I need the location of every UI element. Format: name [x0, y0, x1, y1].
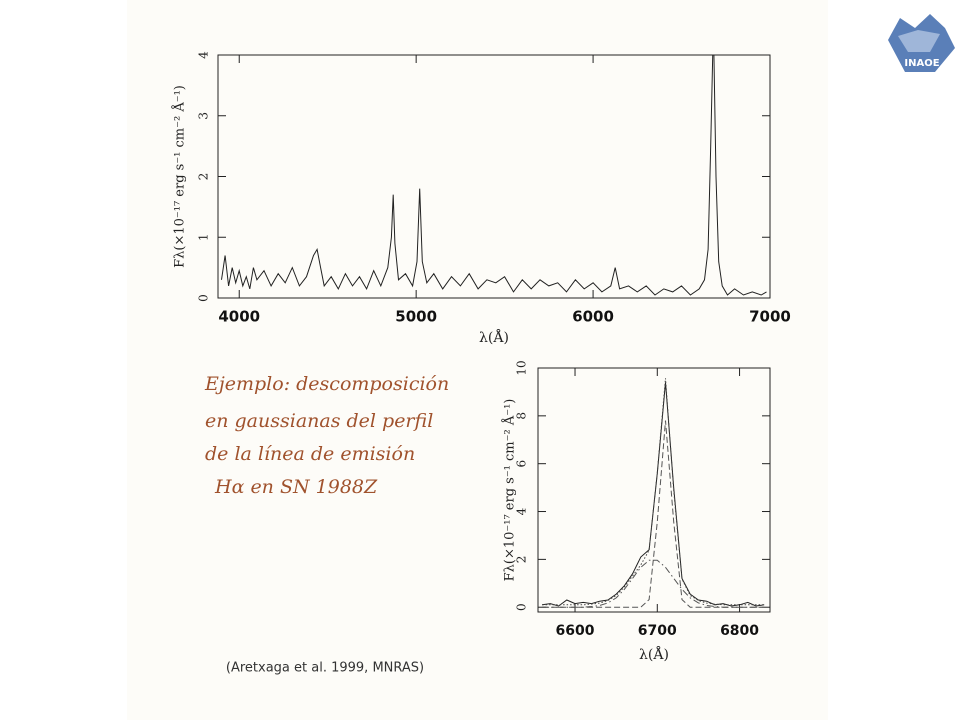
- y-tick-label: 1: [197, 233, 211, 241]
- chart: 6600 6700 6800 0 2 4 6 8 10 Fλ(×10⁻¹⁷ erg s⁻¹ cm⁻…: [502, 360, 771, 663]
- x-tick-label: 5000: [395, 308, 437, 326]
- y-tick-label: 4: [197, 51, 211, 59]
- note-line: en gaussianas del perfil: [205, 410, 433, 432]
- note-line: de la línea de emisión: [205, 443, 415, 465]
- x-tick-label: 6800: [720, 623, 759, 639]
- y-axis-label: Fλ(×10⁻¹⁷ erg s⁻¹ cm⁻² Å⁻¹): [502, 399, 518, 582]
- y-tick-label: 8: [515, 412, 529, 420]
- note-line: Ejemplo: descomposición: [204, 373, 449, 395]
- y-tick-label: 2: [197, 173, 211, 181]
- x-axis-label: λ(Å): [639, 645, 669, 663]
- y-axis-label: Fλ(×10⁻¹⁷ erg s⁻¹ cm⁻² Å⁻¹): [172, 85, 188, 268]
- x-tick-label: 6600: [556, 623, 595, 639]
- x-tick-label: 6000: [572, 308, 614, 326]
- y-tick-label: 3: [197, 112, 211, 120]
- x-tick-label: 4000: [218, 308, 260, 326]
- y-tick-label: 0: [197, 294, 211, 302]
- y-tick-label: 10: [515, 360, 529, 375]
- spectrum-line: [542, 378, 765, 606]
- x-tick-label: 7000: [749, 308, 791, 326]
- x-axis-label: λ(Å): [479, 328, 509, 346]
- y-tick-label: 4: [515, 507, 529, 515]
- spectrum-line: [542, 559, 765, 608]
- y-tick-label: 6: [515, 460, 529, 468]
- y-tick-label: 0: [515, 603, 529, 611]
- x-tick-label: 6700: [638, 623, 677, 639]
- handwritten-note: Ejemplo: descomposición en gaussianas de…: [204, 373, 449, 498]
- y-tick-label: 2: [515, 556, 529, 564]
- logo: INAOE: [888, 14, 955, 72]
- caption: (Aretxaga et al. 1999, MNRAS): [226, 661, 424, 676]
- chart: 4000 5000 6000 7000 0 1 2 3 4 Fλ(×10⁻¹⁷ erg s⁻¹ c…: [172, 51, 791, 346]
- plot-frame: [537, 367, 771, 613]
- note-line: Hα en SN 1988Z: [214, 476, 378, 498]
- spectrum-line: [221, 55, 767, 296]
- logo-text: INAOE: [904, 58, 939, 69]
